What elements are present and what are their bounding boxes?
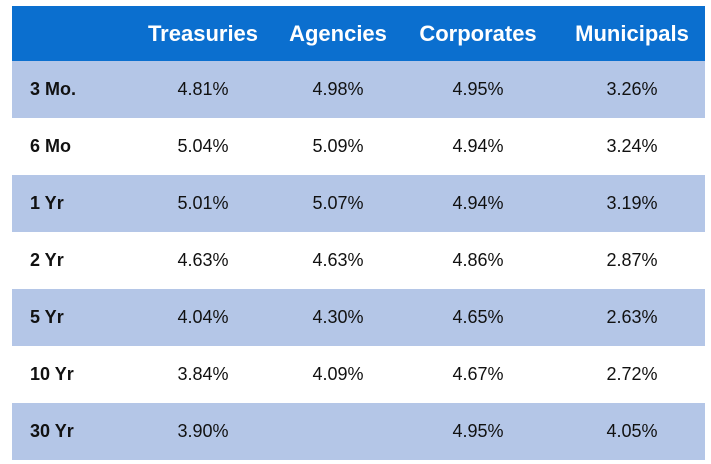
table-row: 3 Mo. 4.81% 4.98% 4.95% 3.26% xyxy=(12,61,705,118)
column-header: Agencies xyxy=(289,20,387,46)
table-cell: 5.04% xyxy=(177,136,229,156)
table-cell: 2.72% xyxy=(606,364,658,384)
table-cell: 4.63% xyxy=(177,250,229,270)
table-cell: 3.90% xyxy=(177,421,229,441)
table-cell: 4.86% xyxy=(452,250,504,270)
table-cell: 4.04% xyxy=(177,307,229,327)
column-header: Treasuries xyxy=(147,20,259,46)
column-header: Municipals xyxy=(575,20,689,46)
row-label: 5 Yr xyxy=(30,307,64,327)
table-row: 1 Yr 5.01% 5.07% 4.94% 3.19% xyxy=(12,175,705,232)
row-label: 2 Yr xyxy=(30,250,64,270)
table-cell: 4.81% xyxy=(177,79,229,99)
row-label: 1 Yr xyxy=(30,193,64,213)
table-cell: 4.09% xyxy=(312,364,364,384)
table-cell: 5.09% xyxy=(312,136,364,156)
table-cell: 3.19% xyxy=(606,193,658,213)
table-cell: 4.65% xyxy=(452,307,504,327)
column-header: Corporates xyxy=(419,20,537,46)
table-cell: 3.84% xyxy=(177,364,229,384)
table-cell: 4.67% xyxy=(452,364,504,384)
yield-table: Treasuries Agencies Corporates Municipals 3 … xyxy=(12,6,705,460)
table-cell: 4.94% xyxy=(452,193,504,213)
table-row: 30 Yr 3.90% 4.95% 4.05% xyxy=(12,403,705,460)
table-row: 5 Yr 4.04% 4.30% 4.65% 2.63% xyxy=(12,289,705,346)
table-cell: 4.30% xyxy=(312,307,364,327)
table-cell: 4.05% xyxy=(606,421,658,441)
table-cell: 4.63% xyxy=(312,250,364,270)
table-cell: 4.94% xyxy=(452,136,504,156)
table-row: 10 Yr 3.84% 4.09% 4.67% 2.72% xyxy=(12,346,705,403)
table-cell: 4.95% xyxy=(452,79,504,99)
table-cell: 4.98% xyxy=(312,79,364,99)
table-cell: 4.95% xyxy=(452,421,504,441)
row-label: 30 Yr xyxy=(30,421,74,441)
table-cell: 3.26% xyxy=(606,79,658,99)
table-cell: 3.24% xyxy=(606,136,658,156)
row-label: 3 Mo. xyxy=(30,79,77,99)
table-row: 6 Mo 5.04% 5.09% 4.94% 3.24% xyxy=(12,118,705,175)
header-row: Treasuries Agencies Corporates Municipals xyxy=(12,6,705,61)
table-cell: 5.07% xyxy=(312,193,364,213)
table-cell: 2.63% xyxy=(606,307,658,327)
row-label: 6 Mo xyxy=(30,136,72,156)
table-row: 2 Yr 4.63% 4.63% 4.86% 2.87% xyxy=(12,232,705,289)
table-cell: 5.01% xyxy=(177,193,229,213)
table-cell: 2.87% xyxy=(606,250,658,270)
row-label: 10 Yr xyxy=(30,364,74,384)
